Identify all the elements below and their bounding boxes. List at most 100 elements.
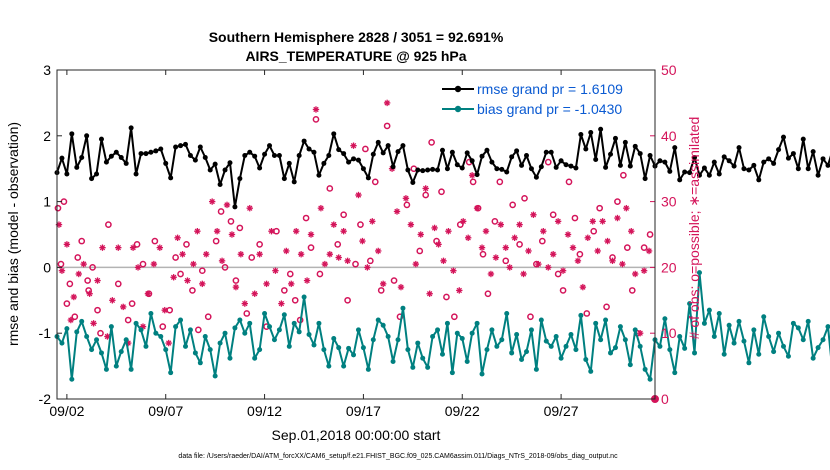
obs-assimilated-point	[579, 283, 587, 291]
bias-marker	[222, 330, 228, 336]
rmse-marker	[479, 153, 485, 159]
rmse-marker	[98, 136, 104, 142]
bias-marker	[123, 337, 129, 343]
rmse-marker	[331, 131, 337, 137]
rmse-marker	[420, 168, 426, 174]
rmse-marker	[701, 165, 707, 171]
rmse-marker	[227, 160, 233, 166]
obs-assimilated-point	[364, 264, 371, 271]
bias-marker	[736, 318, 742, 324]
bias-marker	[771, 349, 777, 355]
obs-possible-point	[139, 260, 147, 268]
obs-assimilated-point	[497, 221, 505, 228]
rmse-marker	[800, 136, 806, 142]
bias-marker	[247, 320, 253, 326]
rmse-marker	[360, 166, 366, 172]
obs-assimilated-point	[263, 280, 270, 288]
rmse-marker	[153, 148, 159, 154]
x-tick-label: 09/12	[247, 403, 282, 419]
obs-possible-point	[198, 267, 206, 275]
bias-marker	[346, 345, 352, 351]
rmse-marker	[780, 134, 786, 140]
bias-marker	[494, 343, 500, 349]
rmse-marker	[598, 126, 604, 132]
bias-marker	[242, 330, 248, 336]
bias-marker	[766, 333, 772, 339]
obs-possible-point	[159, 323, 167, 330]
bias-marker	[449, 370, 455, 376]
rmse-marker	[637, 151, 643, 157]
bias-marker	[444, 320, 450, 326]
rmse-marker	[815, 172, 821, 178]
rmse-marker	[128, 125, 134, 131]
rmse-marker	[553, 164, 559, 170]
rmse-marker	[237, 176, 243, 182]
chart-title-line2: AIRS_TEMPERATURE @ 925 hPa	[245, 48, 466, 64]
rmse-marker	[682, 169, 688, 175]
rmse-marker	[721, 154, 727, 160]
bias-marker	[113, 363, 119, 369]
bias-marker	[622, 337, 628, 343]
bias-marker	[608, 350, 614, 356]
bias-marker	[588, 368, 594, 374]
rmse-marker	[187, 153, 193, 159]
obs-possible-point	[57, 260, 65, 268]
left-tick-label: 0	[43, 259, 51, 275]
rmse-marker	[257, 165, 263, 171]
obs-assimilated-point	[156, 244, 163, 251]
rmse-marker	[805, 166, 811, 172]
obs-assimilated-point	[321, 260, 329, 268]
obs-assimilated-point	[223, 201, 231, 209]
bias-marker	[489, 327, 495, 333]
obs-possible-point	[352, 260, 359, 268]
rmse-marker	[459, 165, 465, 171]
rmse-marker	[514, 148, 520, 154]
bias-marker	[143, 343, 149, 349]
obs-assimilated-point	[199, 280, 206, 288]
bias-marker	[548, 343, 554, 349]
bias-marker	[227, 355, 233, 361]
bias-marker	[306, 332, 312, 338]
obs-assimilated-point	[412, 260, 419, 268]
rmse-marker	[143, 151, 149, 157]
obs-assimilated-point	[251, 290, 258, 297]
obs-assimilated-point	[161, 306, 168, 314]
x-tick-label: 09/22	[445, 403, 480, 419]
left-tick-labels: -2 -1 0 1 2 3	[39, 62, 52, 407]
rmse-marker	[133, 171, 139, 177]
obs-assimilated-point	[482, 228, 490, 235]
obs-possible-point	[97, 329, 104, 337]
rmse-marker	[84, 133, 90, 139]
obs-possible-point	[236, 224, 244, 232]
rmse-marker	[113, 149, 119, 155]
bias-marker	[637, 343, 643, 349]
obs-assimilated-point	[228, 231, 236, 238]
obs-assimilated-point	[574, 257, 582, 265]
left-tick-label: -2	[39, 391, 52, 407]
obs-possible-point	[71, 313, 79, 321]
bias-marker	[756, 351, 762, 357]
rmse-marker	[178, 143, 184, 149]
legend: rmse grand pr = 1.6109 bias grand pr = -…	[442, 81, 623, 117]
rmse-marker	[657, 158, 663, 164]
right-tick-label: 50	[661, 62, 677, 78]
obs-assimilated-point	[516, 221, 523, 228]
obs-possible-point	[640, 244, 648, 252]
obs-assimilated-point	[502, 244, 509, 251]
obs-possible-point	[623, 244, 631, 252]
bias-marker	[420, 355, 426, 361]
rmse-marker	[464, 150, 470, 156]
bias-marker	[430, 333, 436, 339]
rmse-marker	[64, 171, 70, 177]
obs-possible-point	[357, 221, 364, 228]
obs-assimilated-point	[375, 247, 382, 255]
obs-possible-point	[646, 231, 654, 238]
bias-marker	[741, 338, 747, 344]
right-tick-label: 10	[661, 325, 677, 341]
obs-assimilated-point	[99, 244, 106, 251]
obs-assimilated-point	[190, 260, 197, 268]
bias-marker	[810, 355, 816, 361]
obs-possible-point	[554, 270, 562, 278]
obs-assimilated-point	[402, 195, 410, 202]
bias-marker	[138, 327, 144, 333]
